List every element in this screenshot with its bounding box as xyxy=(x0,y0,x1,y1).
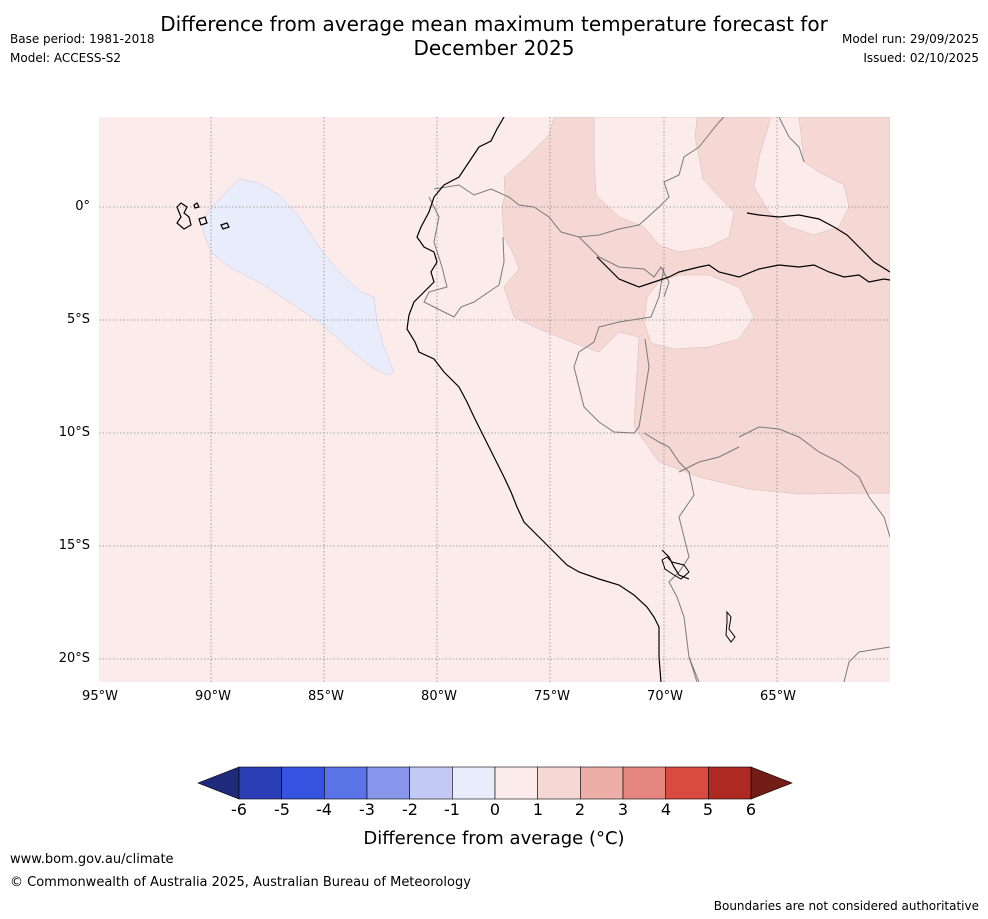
colorbar-cell xyxy=(281,766,325,800)
colorbar-tick: 4 xyxy=(660,800,672,819)
colorbar-tick: 5 xyxy=(702,800,714,819)
copyright: © Commonwealth of Australia 2025, Austra… xyxy=(10,875,471,890)
country-borders xyxy=(423,117,890,682)
colorbar-cell xyxy=(238,766,282,800)
boundary-disclaimer: Boundaries are not considered authoritat… xyxy=(713,899,979,913)
coastline xyxy=(406,117,890,682)
forecast-map xyxy=(99,117,890,682)
colorbar-tick: -6 xyxy=(231,800,247,819)
colorbar-tick: -4 xyxy=(316,800,332,819)
title-line-2: December 2025 xyxy=(413,36,575,60)
lat-label-4: 20°S xyxy=(58,651,90,666)
colorbar-label: Difference from average (°C) xyxy=(363,828,625,849)
lat-label-1: 5°S xyxy=(66,312,90,327)
lon-label-4: 75°W xyxy=(534,689,570,704)
colorbar-cell xyxy=(665,766,709,800)
colorbar-cell xyxy=(537,766,581,800)
lon-label-5: 70°W xyxy=(647,689,683,704)
lon-label-3: 80°W xyxy=(421,689,457,704)
lat-label-0: 0° xyxy=(75,199,90,214)
graticule xyxy=(99,117,890,682)
lon-label-6: 65°W xyxy=(760,689,796,704)
colorbar-cell xyxy=(494,766,538,800)
lat-label-2: 10°S xyxy=(58,425,90,440)
lat-label-3: 15°S xyxy=(58,538,90,553)
model-name: Model: ACCESS-S2 xyxy=(10,51,122,65)
anomaly-minus-one-to-zero-region xyxy=(202,178,395,376)
bom-url[interactable]: www.bom.gov.au/climate xyxy=(10,852,174,867)
colorbar-tick: -3 xyxy=(359,800,375,819)
lon-label-1: 90°W xyxy=(195,689,231,704)
colorbar-tick: 0 xyxy=(489,800,501,819)
base-period: Base period: 1981-2018 xyxy=(10,32,155,46)
colorbar-cell xyxy=(324,766,368,800)
title-line-1: Difference from average mean maximum tem… xyxy=(160,12,828,36)
colorbar-extend-low xyxy=(197,766,240,800)
colorbar-tick: -1 xyxy=(444,800,460,819)
colorbar-tick: -2 xyxy=(402,800,418,819)
colorbar-tick: -5 xyxy=(274,800,290,819)
colorbar-tick: 1 xyxy=(532,800,544,819)
issued-date: Issued: 02/10/2025 xyxy=(863,51,979,65)
galapagos-islands xyxy=(176,202,230,230)
colorbar-cell xyxy=(409,766,453,800)
lakes xyxy=(661,556,736,643)
colorbar-cell xyxy=(622,766,666,800)
colorbar-tick: 6 xyxy=(745,800,757,819)
lon-label-0: 95°W xyxy=(82,689,118,704)
colorbar-cell xyxy=(580,766,624,800)
colorbar-cell xyxy=(366,766,410,800)
colorbar xyxy=(197,766,793,800)
colorbar-tick: 2 xyxy=(574,800,586,819)
map-title: Difference from average mean maximum tem… xyxy=(0,12,988,60)
colorbar-cell xyxy=(452,766,496,800)
colorbar-tick: 3 xyxy=(617,800,629,819)
model-run: Model run: 29/09/2025 xyxy=(841,32,979,46)
colorbar-tick-labels: -6 -5 -4 -3 -2 -1 0 1 2 3 4 5 6 xyxy=(0,800,988,822)
colorbar-cell xyxy=(708,766,752,800)
colorbar-extend-high xyxy=(750,766,793,800)
lon-label-2: 85°W xyxy=(308,689,344,704)
